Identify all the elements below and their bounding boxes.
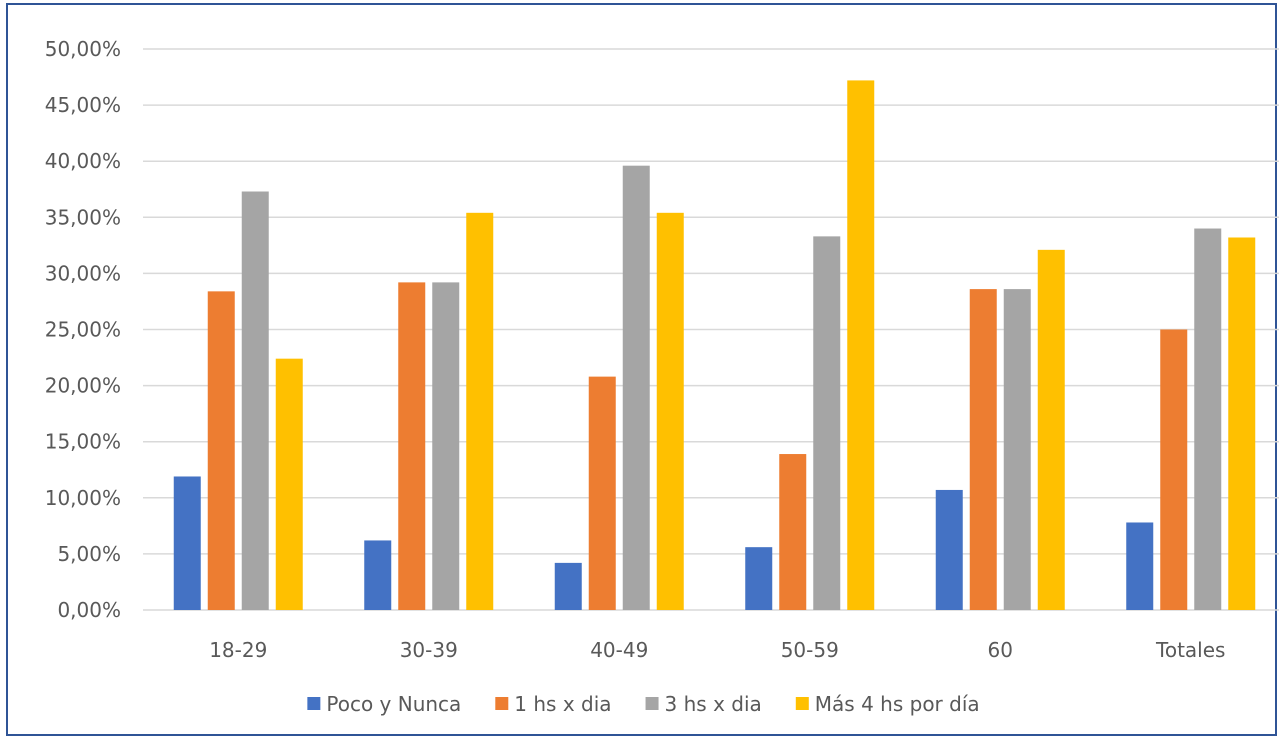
gridlines	[143, 48, 1279, 611]
legend-label: 1 hs x dia	[514, 692, 611, 716]
x-tick-label: 50-59	[781, 638, 839, 662]
legend-swatch	[307, 697, 321, 710]
bar-chart: 0,00% 5,00% 10,00% 15,00% 20,00% 25,00% 30,00%…	[45, 37, 1279, 716]
bar-40-49-series-2	[588, 376, 616, 610]
bar-60-series-4	[1037, 249, 1065, 610]
legend-label: Poco y Nunca	[326, 692, 461, 716]
bar-50-59-series-3	[813, 236, 841, 610]
x-tick-label: Totales	[1155, 638, 1225, 662]
x-tick-label: 18-29	[209, 638, 267, 662]
y-tick-label: 35,00%	[45, 205, 121, 229]
legend-swatch	[795, 697, 809, 710]
x-tick-label: 60	[988, 638, 1013, 662]
bar-totales-series-4	[1228, 237, 1256, 610]
y-tick-label: 45,00%	[45, 93, 121, 117]
bar-60-series-1	[935, 489, 963, 610]
legend-swatch	[645, 697, 659, 710]
bar-60-series-2	[969, 289, 997, 610]
x-axis-tick-labels: 18-29 30-39 40-49 50-59 60 Totales	[209, 638, 1225, 662]
y-tick-label: 30,00%	[45, 261, 121, 285]
bar-50-59-series-4	[847, 80, 875, 610]
y-tick-label: 5,00%	[57, 542, 121, 566]
y-tick-label: 0,00%	[57, 598, 121, 622]
y-tick-label: 20,00%	[45, 374, 121, 398]
bar-50-59-series-1	[745, 547, 773, 610]
bar-30-39-series-4	[466, 212, 494, 610]
bar-30-39-series-2	[398, 282, 426, 610]
chart-frame: 0,00% 5,00% 10,00% 15,00% 20,00% 25,00% 30,00%…	[6, 3, 1279, 736]
bar-18-29-series-3	[241, 191, 269, 610]
bar-totales-series-1	[1126, 522, 1154, 610]
y-tick-label: 10,00%	[45, 486, 121, 510]
bar-40-49-series-3	[622, 165, 650, 611]
bar-60-series-3	[1003, 289, 1031, 610]
y-axis-tick-labels: 0,00% 5,00% 10,00% 15,00% 20,00% 25,00% 30,00%…	[45, 37, 121, 622]
y-tick-label: 25,00%	[45, 318, 121, 342]
legend-label: 3 hs x dia	[665, 692, 762, 716]
y-tick-label: 50,00%	[45, 37, 121, 61]
bar-18-29-series-1	[173, 476, 201, 610]
legend-label: Más 4 hs por día	[815, 692, 980, 716]
bar-40-49-series-1	[554, 562, 582, 610]
bar-40-49-series-4	[656, 212, 684, 610]
bar-30-39-series-1	[364, 540, 392, 610]
legend-swatch	[495, 697, 509, 710]
bar-totales-series-3	[1194, 228, 1222, 610]
x-tick-label: 30-39	[400, 638, 458, 662]
bar-18-29-series-4	[275, 358, 303, 610]
bar-50-59-series-2	[779, 454, 807, 610]
bar-totales-series-2	[1160, 329, 1188, 610]
y-tick-label: 15,00%	[45, 430, 121, 454]
bar-30-39-series-3	[432, 282, 460, 610]
x-tick-label: 40-49	[590, 638, 648, 662]
bar-18-29-series-2	[207, 291, 235, 610]
legend: Poco y Nunca 1 hs x dia 3 hs x dia Más 4 hs…	[307, 692, 980, 716]
bars	[173, 80, 1256, 611]
y-tick-label: 40,00%	[45, 149, 121, 173]
